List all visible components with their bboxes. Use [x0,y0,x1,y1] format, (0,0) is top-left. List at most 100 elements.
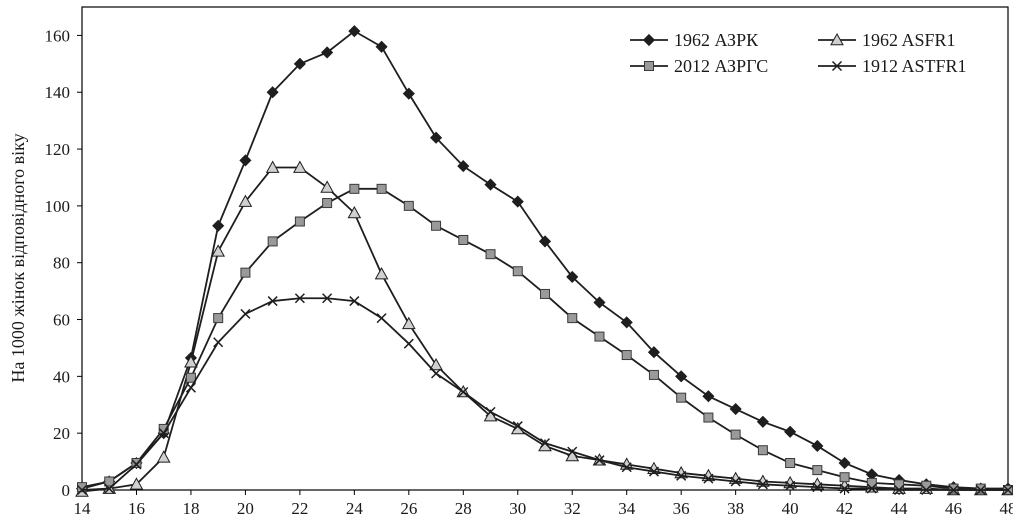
data-point-stroke [185,382,196,393]
data-point [76,484,88,496]
data-point [676,470,687,481]
data-point [512,421,523,432]
data-point [349,296,360,307]
data-point [812,465,823,476]
data-point [485,249,496,260]
data-point [458,234,469,245]
data-point [567,446,578,457]
x-tick-label: 24 [346,499,364,518]
data-point [77,482,87,493]
x-tick-label: 14 [74,499,92,518]
data-point-stroke [294,293,305,304]
data-point-stroke [948,484,959,496]
data-point [730,476,741,487]
data-point [642,33,656,47]
data-point-stroke [703,473,714,484]
x-tick-label: 18 [182,499,199,518]
data-point [831,60,843,72]
data-point-stroke [621,462,632,473]
x-tick-label: 20 [237,499,254,518]
series-x [76,293,1013,496]
data-point [322,198,333,209]
data-point [648,369,659,380]
data-point [839,483,850,494]
data-point [266,86,279,99]
data-point [104,483,115,494]
y-tick-label: 0 [62,481,71,500]
data-point-stroke [730,476,741,487]
data-point [239,154,252,167]
data-point [375,40,388,53]
data-point [485,406,496,417]
data-point-stroke [648,466,659,477]
data-point [784,425,797,438]
data-point [921,480,932,491]
data-point-stroke [76,484,88,496]
axes: 14 16 18 20 22 24 26 28 30 32 34 36 38 40 42 44 46 48 0 20 4… [45,6,1013,518]
data-point [374,267,389,280]
y-tick-label: 120 [45,140,71,159]
x-tick-label: 26 [400,499,417,518]
data-point [730,429,741,440]
data-point [539,438,551,449]
data-point-stroke [431,368,442,379]
data-point [948,483,959,494]
y-tick-label: 100 [45,197,71,216]
data-point [921,484,932,496]
series-line [81,297,1008,491]
series-layer [75,25,1013,497]
data-point [349,183,360,194]
data-point [484,178,497,191]
x-tick-label: 46 [945,499,962,518]
data-point [567,313,578,324]
y-tick-label: 80 [53,254,70,273]
data-point [185,372,196,383]
data-point [785,480,796,491]
data-point [158,428,169,439]
data-point [104,476,115,487]
data-point [566,270,579,283]
data-point-stroke [322,293,333,304]
data-point [322,293,333,304]
x-tick-label: 44 [891,499,909,518]
data-point [620,316,633,329]
data-point [212,219,225,232]
data-point [593,296,606,309]
data-point-stroke [866,483,877,494]
data-point [348,25,361,38]
legend-item: 2012 АЗРГС [630,56,768,76]
data-point-stroke [104,483,115,494]
data-point [213,313,224,324]
data-point [830,32,844,46]
data-point [458,386,469,398]
data-point [429,131,443,144]
data-point-stroke [485,406,496,417]
data-point [594,331,605,342]
data-point-stroke [921,484,932,496]
legend-label: 1962 ASFR1 [862,30,956,50]
data-point-stroke [975,484,986,496]
data-point-stroke [158,428,169,439]
data-point [729,402,742,416]
data-point [431,368,442,379]
data-point-stroke [240,308,251,319]
data-point [265,160,280,173]
data-point [401,316,416,330]
plot-frame [81,6,1009,491]
data-point-stroke [1002,484,1013,496]
series-square [77,183,1013,495]
data-point [894,479,905,490]
data-point [540,288,550,299]
x-tick-label: 16 [128,499,145,518]
data-point [512,266,523,277]
data-point [866,483,877,494]
data-point [648,466,659,477]
data-point [538,235,552,248]
data-point [376,183,387,194]
data-point [756,415,769,428]
legend-item: 1912 ASTFR1 [818,56,967,76]
x-tick-label: 40 [782,499,799,518]
data-point [644,61,654,71]
y-axis-title: На 1000 жінок відповідного віку [8,133,28,382]
legend-item: 1962 ASFR1 [818,30,956,50]
